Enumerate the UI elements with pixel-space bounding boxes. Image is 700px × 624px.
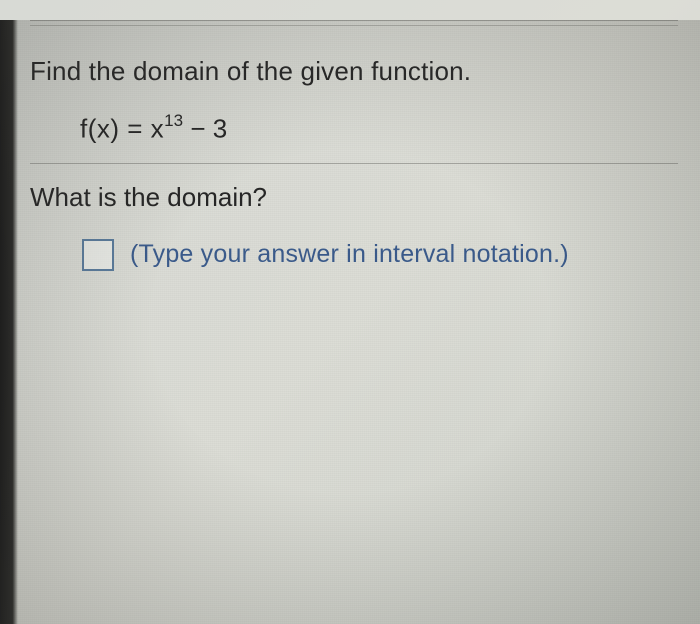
equation-exponent: 13 <box>164 111 183 130</box>
question-text: What is the domain? <box>30 182 678 213</box>
answer-hint: (Type your answer in interval notation.) <box>130 240 569 269</box>
equation-rhs: − 3 <box>183 114 227 144</box>
divider-top-1 <box>30 20 678 21</box>
divider-top-2 <box>30 25 678 26</box>
answer-row: (Type your answer in interval notation.) <box>82 239 678 271</box>
question-panel: Find the domain of the given function. f… <box>0 20 700 271</box>
equation-display: f(x) = x13 − 3 <box>80 113 678 145</box>
problem-prompt: Find the domain of the given function. <box>30 56 678 87</box>
divider-mid <box>30 163 678 164</box>
equation-lhs: f(x) = x <box>80 114 164 144</box>
answer-input[interactable] <box>82 239 114 271</box>
